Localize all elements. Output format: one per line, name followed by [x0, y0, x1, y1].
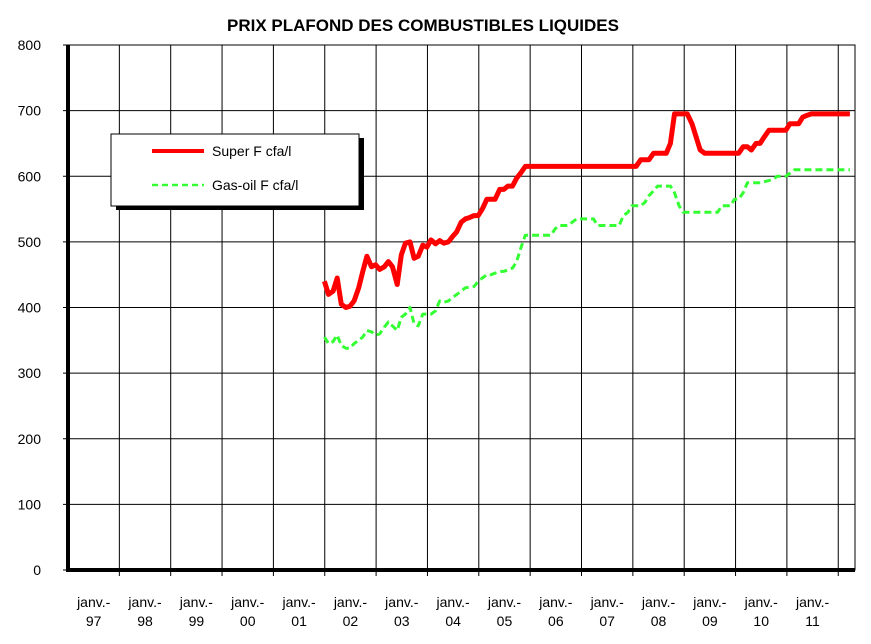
x-tick-label-year: 97	[86, 613, 102, 629]
x-tick-label: janv.-	[744, 594, 779, 610]
y-tick-label: 600	[18, 168, 42, 184]
x-tick-label-year: 04	[445, 613, 461, 629]
x-tick-label-year: 01	[291, 613, 307, 629]
series-line-gasoil	[323, 168, 850, 350]
chart-title: PRIX PLAFOND DES COMBUSTIBLES LIQUIDES	[227, 16, 619, 35]
x-tick-label: janv.-	[538, 594, 573, 610]
y-tick-label: 100	[18, 496, 42, 512]
x-tick-label: janv.-	[333, 594, 368, 610]
x-tick-label: janv.-	[179, 594, 214, 610]
y-axis-ticks: 0 100 200 300 400 500 600 700 800	[18, 37, 68, 578]
x-tick-label: janv.-	[487, 594, 522, 610]
x-tick-label-year: 99	[189, 613, 205, 629]
x-tick-label: janv.-	[436, 594, 471, 610]
x-tick-label-year: 00	[240, 613, 256, 629]
y-tick-label: 0	[33, 562, 41, 578]
y-tick-label: 500	[18, 234, 42, 250]
x-tick-label: janv.-	[127, 594, 162, 610]
x-tick-label: janv.-	[281, 594, 316, 610]
x-tick-label-year: 05	[497, 613, 513, 629]
y-tick-label: 800	[18, 37, 42, 53]
x-tick-label-year: 08	[651, 613, 667, 629]
y-tick-label: 400	[18, 300, 42, 316]
x-tick-label-year: 11	[805, 613, 820, 629]
legend-label-gasoil: Gas-oil F cfa/l	[212, 177, 298, 193]
x-axis-ticks: janv.- 97 janv.- 98 janv.- 99 janv.- 00 janv.- 01…	[76, 570, 839, 629]
gridlines	[68, 44, 855, 570]
x-tick-label: janv.-	[76, 594, 111, 610]
x-tick-label: janv.-	[384, 594, 419, 610]
series-lines	[322, 111, 850, 350]
x-tick-label: janv.-	[795, 594, 830, 610]
y-tick-label: 700	[18, 103, 42, 119]
legend-box	[110, 133, 360, 207]
x-tick-label: janv.-	[230, 594, 265, 610]
x-tick-label: janv.-	[641, 594, 676, 610]
x-tick-label: janv.-	[590, 594, 625, 610]
x-tick-label-year: 10	[753, 613, 769, 629]
legend: Super F cfa/l Gas-oil F cfa/l	[110, 133, 364, 210]
x-tick-label-year: 09	[702, 613, 718, 629]
x-tick-label: janv.-	[692, 594, 727, 610]
x-tick-label-year: 06	[548, 613, 564, 629]
x-tick-label-year: 98	[137, 613, 153, 629]
x-tick-label-year: 07	[599, 613, 615, 629]
y-tick-label: 200	[18, 431, 42, 447]
series-line-super	[322, 111, 850, 310]
x-tick-label-year: 03	[394, 613, 410, 629]
legend-label-super: Super F cfa/l	[212, 143, 291, 159]
x-tick-label-year: 02	[343, 613, 359, 629]
y-tick-label: 300	[18, 365, 42, 381]
